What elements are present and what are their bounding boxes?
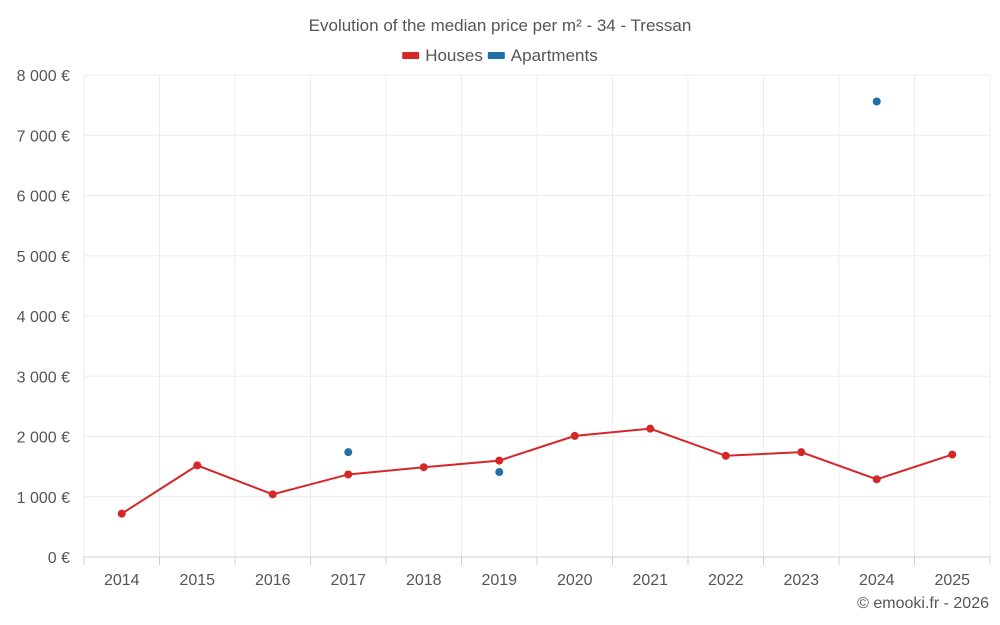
houses-point-2016[interactable] — [268, 490, 277, 499]
y-tick-label: 7 000 € — [17, 128, 70, 145]
x-tick-label: 2022 — [708, 572, 744, 589]
apartments-point-2024[interactable] — [872, 97, 881, 106]
y-tick-label: 5 000 € — [17, 249, 70, 266]
x-axis: 2014 2015 2016 2017 2018 2019 2020 2021 2022 2023… — [83, 556, 991, 589]
x-tick-label: 2025 — [934, 572, 970, 589]
y-tick-label: 6 000 € — [17, 189, 70, 206]
houses-point-2014[interactable] — [117, 509, 126, 518]
houses-point-2025[interactable] — [948, 450, 957, 459]
credit: © emooki.fr - 2026 — [857, 595, 989, 612]
apartments-point-2017[interactable] — [344, 448, 353, 457]
y-tick-label: 1 000 € — [17, 490, 70, 507]
houses-line — [121, 427, 953, 515]
y-tick-label: 2 000 € — [17, 430, 70, 447]
houses-point-2023[interactable] — [797, 448, 806, 457]
legend-swatch-apartments[interactable] — [487, 52, 505, 59]
x-tick-label: 2017 — [330, 572, 366, 589]
legend-swatch-houses[interactable] — [402, 52, 420, 59]
x-tick-label: 2019 — [481, 572, 517, 589]
houses-point-2018[interactable] — [419, 463, 428, 472]
y-tick-label: 0 € — [48, 550, 70, 567]
y-tick-label: 8 000 € — [17, 68, 70, 85]
x-tick-label: 2018 — [406, 572, 442, 589]
x-tick-label: 2014 — [104, 572, 140, 589]
y-axis: 0 € 1 000 € 2 000 € 3 000 € 4 000 € 5 000 € 6 … — [17, 68, 70, 567]
houses-point-2020[interactable] — [570, 431, 579, 440]
houses-point-2021[interactable] — [646, 424, 655, 433]
legend-label-houses[interactable]: Houses — [425, 46, 483, 65]
houses-point-2022[interactable] — [721, 451, 730, 460]
x-tick-label: 2015 — [179, 572, 215, 589]
series-layer — [117, 97, 957, 518]
x-tick-label: 2023 — [783, 572, 819, 589]
houses-point-2024[interactable] — [872, 475, 881, 484]
x-tick-label: 2020 — [557, 572, 593, 589]
x-tick-label: 2021 — [632, 572, 668, 589]
houses-point-2019[interactable] — [495, 456, 504, 465]
chart-title: Evolution of the median price per m² - 3… — [309, 16, 692, 35]
legend-label-apartments[interactable]: Apartments — [511, 46, 598, 65]
y-tick-label: 3 000 € — [17, 369, 70, 386]
houses-point-2015[interactable] — [193, 461, 202, 470]
apartments-point-2019[interactable] — [495, 468, 504, 477]
legend: Houses Apartments — [402, 46, 598, 65]
y-tick-label: 4 000 € — [17, 309, 70, 326]
x-tick-label: 2016 — [255, 572, 291, 589]
x-tick-label: 2024 — [859, 572, 895, 589]
grid — [83, 74, 991, 557]
houses-point-2017[interactable] — [344, 470, 353, 479]
